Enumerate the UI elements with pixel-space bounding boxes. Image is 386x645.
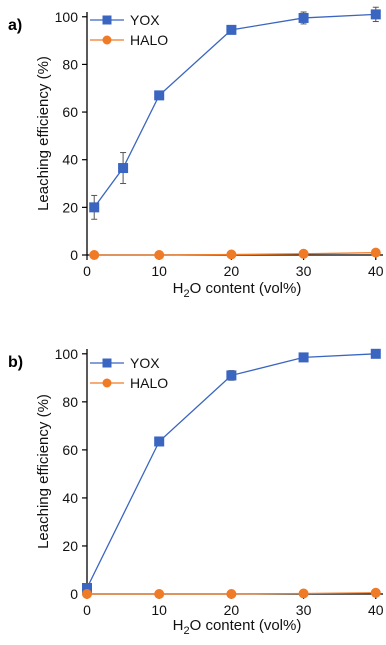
x-tick-label: 10: [151, 263, 167, 279]
y-tick-label: 40: [62, 152, 78, 168]
x-axis-title-part: O content (vol%): [190, 617, 302, 634]
data-point: [154, 250, 165, 260]
panel-a: a) 0 20 40 60 80 100 0 10 20 30 40 H2O content (vol%…: [8, 6, 384, 300]
data-point: [370, 9, 381, 20]
y-tick-label: 20: [62, 538, 78, 554]
x-axis-title-part: H: [173, 617, 184, 634]
x-tick-label: 40: [368, 602, 384, 618]
data-point: [226, 589, 237, 599]
x-tick-label: 10: [151, 602, 167, 618]
data-point: [298, 352, 309, 363]
data-point: [370, 587, 381, 598]
legend-marker: [102, 358, 112, 368]
legend-label: HALO: [130, 375, 168, 391]
data-point: [370, 348, 381, 359]
legend-marker: [102, 15, 112, 25]
legend-label: YOX: [130, 12, 160, 28]
series-halo: [89, 247, 381, 260]
x-axis-title-subscript: 2: [184, 288, 190, 300]
data-point: [298, 248, 309, 259]
y-tick-label: 0: [70, 586, 78, 602]
data-point: [226, 24, 237, 35]
x-axis-title-part: O content (vol%): [190, 280, 302, 297]
series-halo: [82, 587, 381, 599]
legend-item-halo: HALO: [90, 32, 168, 48]
data-point: [298, 588, 309, 599]
data-point: [82, 589, 92, 599]
y-tick-label: 60: [62, 104, 78, 120]
y-axis-title: Leaching efficiency (%): [35, 394, 52, 549]
legend-label: HALO: [130, 32, 168, 48]
x-tick-label: 20: [224, 263, 240, 279]
data-point: [118, 163, 129, 174]
legend-marker: [102, 35, 112, 45]
x-tick-label: 30: [296, 263, 312, 279]
data-point: [370, 247, 381, 258]
legend-marker: [102, 378, 112, 388]
y-tick-label: 20: [62, 199, 78, 215]
data-point: [298, 12, 309, 23]
data-point: [154, 436, 165, 447]
data-point: [89, 202, 100, 213]
y-tick-label: 100: [55, 346, 79, 362]
y-tick-label: 40: [62, 490, 78, 506]
series-line: [93, 13, 376, 208]
y-tick-label: 80: [62, 56, 78, 72]
x-axis-title: H2O content (vol%): [173, 280, 302, 300]
panel-label: a): [8, 17, 22, 34]
data-point: [154, 90, 165, 101]
y-tick-label: 60: [62, 442, 78, 458]
y-tick-label: 100: [55, 9, 79, 25]
y-axis-title: Leaching efficiency (%): [35, 56, 52, 211]
data-point: [226, 249, 237, 260]
x-tick-label: 0: [83, 602, 91, 618]
legend-item-yox: YOX: [90, 12, 160, 28]
panel-b: b) 0 20 40 60 80 100 0 10 20 30 40 H2O content (vol%…: [8, 346, 384, 637]
x-tick-label: 20: [224, 602, 240, 618]
legend-label: YOX: [130, 355, 160, 371]
legend-item-halo: HALO: [90, 375, 168, 391]
series-yox: [82, 348, 381, 593]
legend-item-yox: YOX: [90, 355, 160, 371]
x-axis-title-subscript: 2: [184, 625, 190, 637]
y-tick-label: 0: [70, 247, 78, 263]
x-tick-label: 40: [368, 263, 384, 279]
x-axis-title: H2O content (vol%): [173, 617, 302, 637]
data-point: [89, 250, 100, 260]
x-axis-title-part: H: [173, 280, 184, 297]
data-point: [226, 370, 237, 381]
y-tick-label: 80: [62, 394, 78, 410]
x-tick-label: 30: [296, 602, 312, 618]
data-point: [154, 589, 165, 599]
panel-label: b): [8, 354, 23, 371]
series-yox: [89, 6, 381, 220]
x-tick-label: 0: [83, 263, 91, 279]
